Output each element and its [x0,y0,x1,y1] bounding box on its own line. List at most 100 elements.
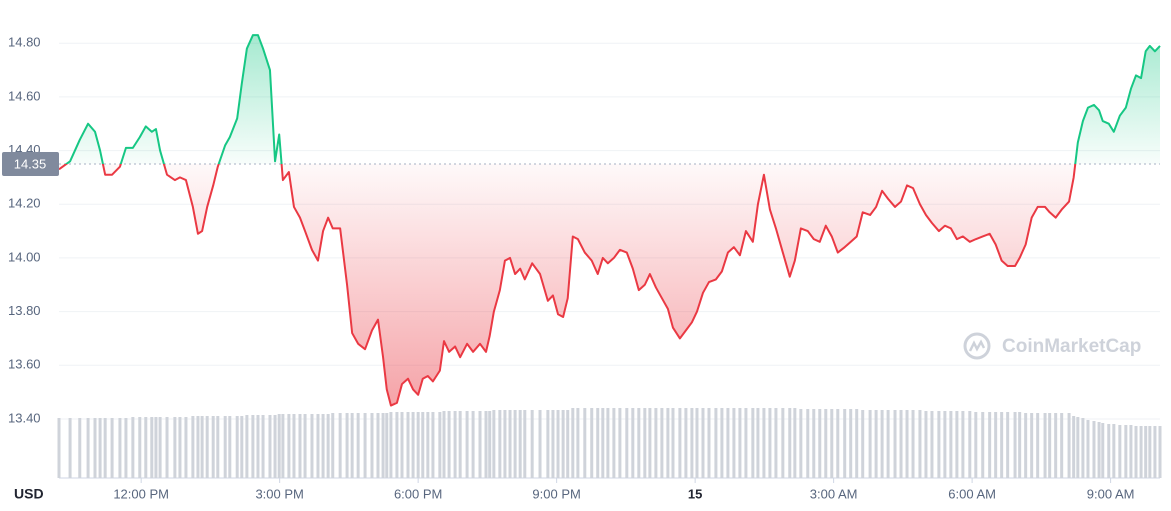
volume-bar [438,412,442,478]
volume-bar [556,410,560,478]
volume-bar [1060,413,1064,478]
volume-bar [518,410,522,478]
volume-bar [1134,426,1138,478]
volume-bar [546,410,550,478]
volume-bar [478,411,482,478]
volume-bar [1112,424,1116,478]
volume-bar [949,411,953,478]
volume-bar [471,411,475,478]
volume-bar [205,416,209,478]
volume-bar [1097,422,1101,478]
y-tick-label: 14.60 [8,88,41,103]
volume-bar [292,414,296,478]
volume-bar [695,408,699,478]
volume-bar [513,410,517,478]
volume-bar [406,412,410,478]
volume-bar [880,410,884,478]
volume-bar [1124,425,1128,478]
volume-bar [874,410,878,478]
currency-label: USD [14,486,44,502]
volume-bar [484,411,488,478]
volume-bar [458,411,462,478]
volume-bar [184,417,188,478]
volume-bar [660,408,664,478]
x-tick-label: 9:00 AM [1087,486,1135,501]
watermark-logo-wave [968,339,986,352]
volume-bar [131,417,135,478]
volume-bar [596,408,600,478]
volume-bar [671,408,675,478]
volume-bar [601,408,605,478]
volume-bar [994,412,998,478]
volume-bar [303,414,307,478]
volume-bar [738,408,742,478]
x-tick-label: 12:00 PM [113,486,169,501]
volume-bar [988,412,992,478]
volume-bar [762,408,766,478]
volume-bar [173,417,177,478]
volume-bar [453,411,457,478]
volume-bar [1118,425,1122,478]
volume-bar [799,409,803,478]
volume-bar [1107,424,1111,478]
volume-bar [277,414,281,478]
watermark: CoinMarketCap [963,332,1141,360]
volume-bar [768,408,772,478]
volume-bar [223,416,227,478]
volume-bar [200,416,204,478]
volume-bar [103,418,107,478]
volume-bar [781,408,785,478]
volume-bar [911,410,915,478]
volume-bar [416,412,420,478]
volume-bar [1101,423,1105,478]
volume-bar [321,414,325,478]
volume-bar [756,408,760,478]
volume-bar [955,411,959,478]
volume-bar [606,408,610,478]
volume-bar [855,409,859,478]
volume-bar [1054,413,1058,478]
volume-bar [1018,412,1022,478]
volume-bar [849,409,853,478]
volume-bar [974,412,978,478]
volume-bar [625,408,629,478]
volume-bar [530,410,534,478]
volume-bar [830,409,834,478]
volume-bar [1153,426,1157,478]
volume-bar [843,409,847,478]
volume-bar [899,410,903,478]
volume-bar [1092,421,1096,478]
volume-bar [345,413,349,478]
volume-bar [57,418,61,478]
volume-bar [744,408,748,478]
x-tick-label: 9:00 PM [532,486,580,501]
volume-bar [421,412,425,478]
volume-bar [191,416,195,478]
x-tick-label: 3:00 PM [255,486,303,501]
volume-bar [216,416,220,478]
volume-bar [442,411,446,478]
volume-bar [654,408,658,478]
volume-bar [1072,416,1076,478]
volume-bar [924,411,928,478]
volume-bar [1048,413,1052,478]
volume-bar [1139,426,1143,478]
volume-bar [196,416,200,478]
x-tick-label: 6:00 PM [394,486,442,501]
price-area [59,35,1160,406]
volume-bar [389,412,393,478]
volume-bar [363,413,367,478]
volume-bar [566,410,570,478]
x-tick-label: 15 [688,486,702,501]
volume-bar [666,408,670,478]
volume-bar [310,414,314,478]
volume-bar [287,414,291,478]
volume-bar [612,408,616,478]
volume-bar [165,417,169,478]
volume-bar [86,418,90,478]
volume-bar [400,412,404,478]
volume-bar [774,408,778,478]
volume-bar [245,415,249,478]
